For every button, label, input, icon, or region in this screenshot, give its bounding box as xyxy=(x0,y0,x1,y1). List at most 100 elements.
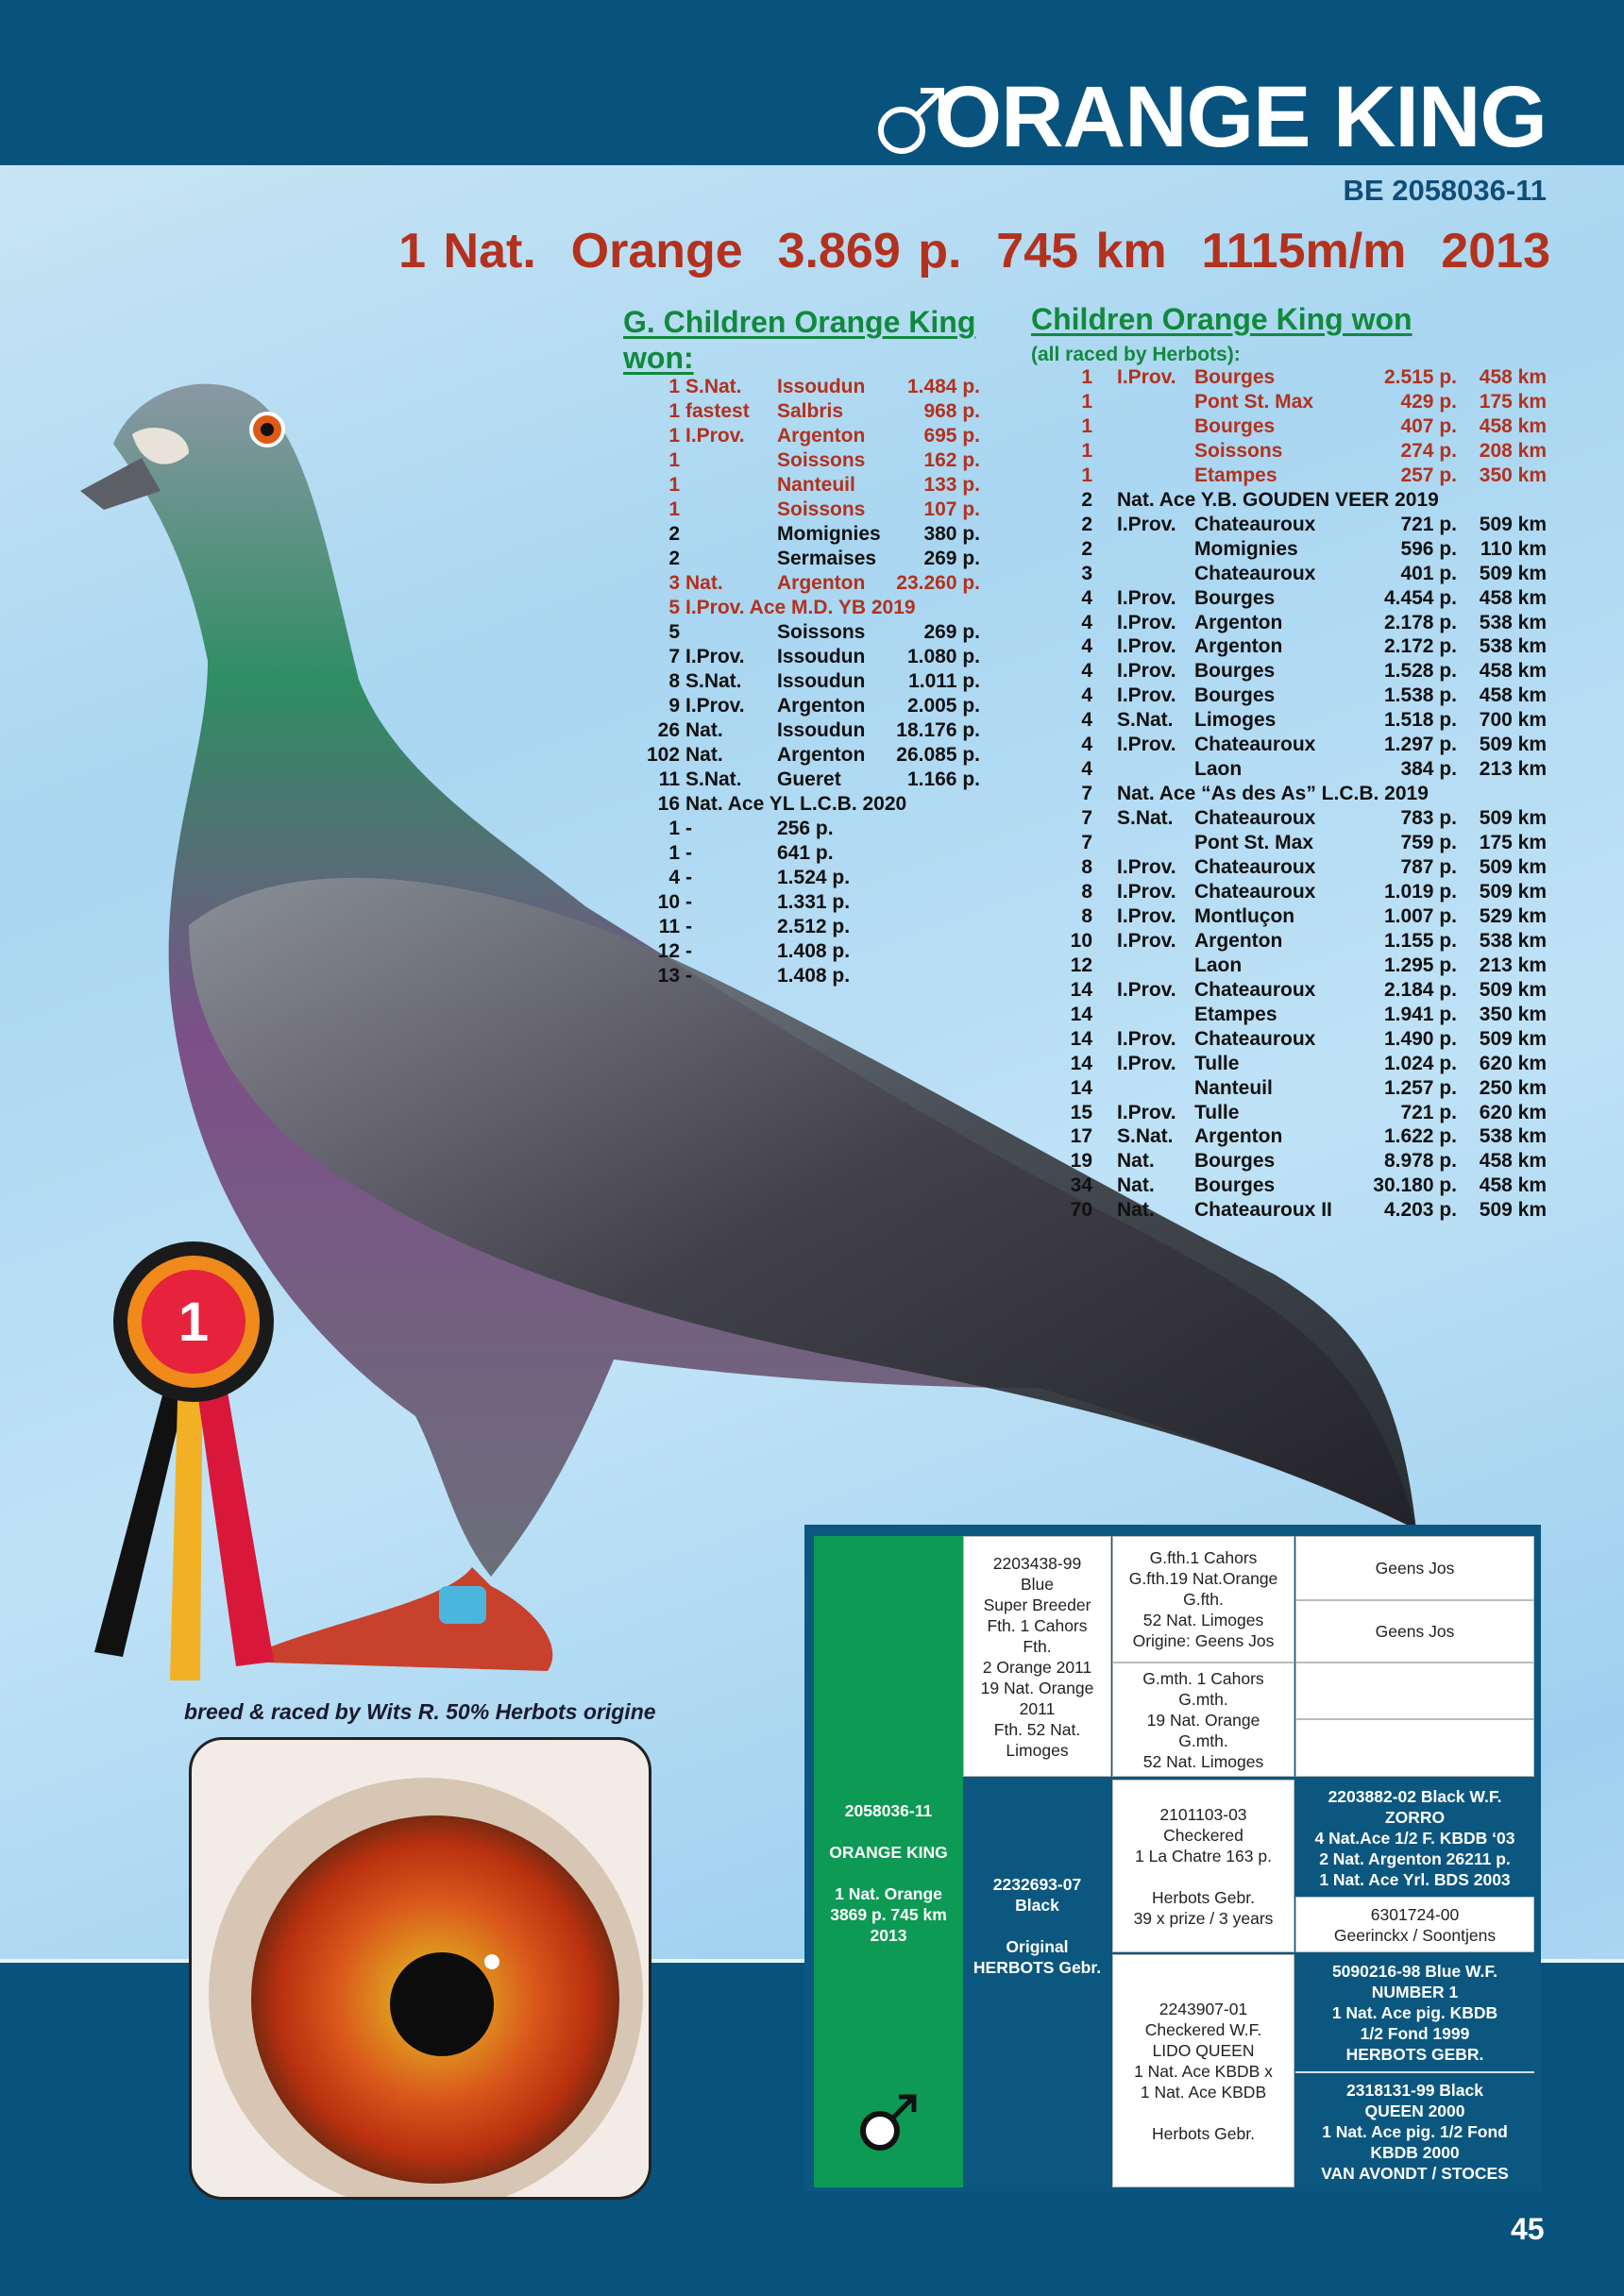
result-points: 4.203 p. xyxy=(1383,1199,1457,1222)
pedigree-mmm: 2318131-99 Black QUEEN 2000 1 Nat. Ace p… xyxy=(1295,2075,1534,2187)
result-points: 968 p. xyxy=(923,400,980,422)
result-place: Argenton xyxy=(777,695,866,717)
result-place: Etampes xyxy=(1194,464,1277,486)
result-rank: 1 xyxy=(1081,414,1092,437)
result-points: 1.295 p. xyxy=(1383,954,1457,976)
result-type: I.Prov. xyxy=(1117,734,1176,756)
result-place: Issoudun xyxy=(777,719,866,741)
result-place: Argenton xyxy=(1194,1125,1283,1148)
children-title: Children Orange King won xyxy=(1031,302,1413,336)
result-type: I.Prov. xyxy=(1117,1052,1176,1074)
result-type: I.Prov. xyxy=(1117,1101,1176,1123)
result-place: 1.524 p. xyxy=(777,867,851,888)
result-rank: 13 xyxy=(657,965,680,987)
result-points: 1.257 p. xyxy=(1383,1076,1457,1099)
result-distance: 529 km xyxy=(1479,904,1547,927)
result-points: 783 p. xyxy=(1400,807,1457,830)
result-type: S.Nat. xyxy=(1117,1125,1174,1148)
result-rank: 5 xyxy=(668,621,680,643)
result-points: 1.011 p. xyxy=(908,670,980,692)
result-distance: 700 km xyxy=(1479,709,1547,732)
result-row: 4 S.Nat. Limoges 1.518 p. 700 km xyxy=(0,709,1624,734)
result-rank: 4 xyxy=(1081,734,1092,756)
result-points: 380 p. xyxy=(923,523,980,545)
result-row: 8 I.Prov. Montluçon 1.007 p. 529 km xyxy=(0,905,1624,930)
result-place: Momignies xyxy=(1194,537,1298,560)
result-place: 1.408 p. xyxy=(777,965,851,987)
result-place: Chateauroux xyxy=(1194,513,1316,535)
result-points: 23.260 p. xyxy=(896,572,980,594)
result-type: S.Nat. xyxy=(1117,709,1174,732)
result-points: 1.528 p. xyxy=(1383,660,1457,683)
result-row: 1 fastest Salbris 968 p. xyxy=(0,400,1624,425)
result-place: Argenton xyxy=(1194,929,1283,952)
result-place: Bourges xyxy=(1194,1150,1276,1173)
result-row: 7 Pont St. Max 759 p. 175 km xyxy=(0,832,1624,856)
result-type: Nat. xyxy=(685,572,723,594)
result-rank: 1 xyxy=(668,449,680,471)
result-rank: 8 xyxy=(668,670,680,692)
result-distance: 509 km xyxy=(1479,1027,1547,1050)
result-type: I.Prov. xyxy=(685,425,745,447)
result-rank: 34 xyxy=(1070,1174,1092,1197)
result-place: Issoudun xyxy=(777,646,866,667)
result-row: 2 Nat. Ace Y.B. GOUDEN VEER 2019 xyxy=(0,489,1624,514)
pedigree-ffm: Geens Jos xyxy=(1295,1600,1534,1663)
result-rank: 1 xyxy=(1081,464,1092,486)
result-type: - xyxy=(685,891,692,913)
result-place: Argenton xyxy=(777,744,866,766)
result-rank: 10 xyxy=(657,891,680,913)
result-type: Nat. xyxy=(1117,1174,1155,1197)
result-distance: 620 km xyxy=(1479,1101,1547,1123)
result-row: 1 Soissons 107 p. xyxy=(0,498,1624,523)
result-rank: 2 xyxy=(1081,513,1092,535)
result-points: 18.176 p. xyxy=(896,719,980,741)
result-place: Nanteuil xyxy=(777,474,855,496)
result-row: 11- 2.512 p. xyxy=(0,916,1624,940)
result-distance: 620 km xyxy=(1479,1052,1547,1074)
result-distance: 458 km xyxy=(1479,586,1547,609)
result-row: 4 I.Prov. Chateauroux 1.297 p. 509 km xyxy=(0,734,1624,758)
result-rank: 14 xyxy=(1070,1003,1092,1025)
result-row: 3 Nat. Argenton 23.260 p. xyxy=(0,572,1624,597)
result-place: Bourges xyxy=(1194,414,1276,437)
result-row: 1- 641 p. xyxy=(0,842,1624,867)
result-row: 9 I.Prov. Argenton 2.005 p. xyxy=(0,695,1624,719)
result-type: Nat. xyxy=(685,719,723,741)
result-points: 1.622 p. xyxy=(1383,1125,1457,1148)
result-rank: 1 xyxy=(1081,366,1092,388)
result-place: Chateauroux II xyxy=(1194,1199,1332,1222)
result-place: Sermaises xyxy=(777,548,877,569)
result-row: 1 Nanteuil 133 p. xyxy=(0,474,1624,498)
result-points: 1.166 p. xyxy=(906,768,980,790)
pedigree-mmf: 5090216-98 Blue W.F. NUMBER 1 1 Nat. Ace… xyxy=(1295,1954,1534,2073)
result-type: I.Prov. xyxy=(1117,1027,1176,1050)
result-rank: 1 xyxy=(668,474,680,496)
result-row: 17 S.Nat. Argenton 1.622 p. 538 km xyxy=(0,1125,1624,1150)
result-row: 14 Etampes 1.941 p. 350 km xyxy=(0,1004,1624,1028)
result-points: 429 p. xyxy=(1400,390,1457,413)
result-distance: 509 km xyxy=(1479,513,1547,535)
pedigree-mother-mother: 2243907-01 Checkered W.F. LIDO QUEEN 1 N… xyxy=(1112,1954,1294,2187)
result-distance: 458 km xyxy=(1479,1150,1547,1173)
result-type: - xyxy=(685,940,692,962)
ring-number: BE 2058036-11 xyxy=(1343,174,1547,207)
result-rank: 12 xyxy=(1070,954,1092,976)
result-type: I.Prov. xyxy=(1117,586,1176,609)
result-type: S.Nat. xyxy=(685,670,742,692)
result-place: Bourges xyxy=(1194,586,1276,609)
result-points: 274 p. xyxy=(1400,439,1457,462)
rosette-number: 1 xyxy=(178,1292,209,1353)
result-type: I.Prov. xyxy=(1117,929,1176,952)
result-rank: 5 xyxy=(668,597,680,618)
pedigree-fmf xyxy=(1295,1663,1534,1719)
headline-result: 1 Nat. Orange 3.869 p. 745 km 1115m/m 20… xyxy=(398,224,1550,279)
result-row: 15 I.Prov. Tulle 721 p. 620 km xyxy=(0,1102,1624,1126)
result-rank: 9 xyxy=(668,695,680,717)
result-points: 257 p. xyxy=(1400,464,1457,486)
result-distance: 509 km xyxy=(1479,1199,1547,1222)
result-distance: 213 km xyxy=(1479,758,1547,781)
result-row: 2 I.Prov. Chateauroux 721 p. 509 km xyxy=(0,514,1624,538)
result-type: - xyxy=(685,867,692,888)
pedigree-subject: 2058036-11 ORANGE KING 1 Nat. Orange 386… xyxy=(814,1536,963,2187)
